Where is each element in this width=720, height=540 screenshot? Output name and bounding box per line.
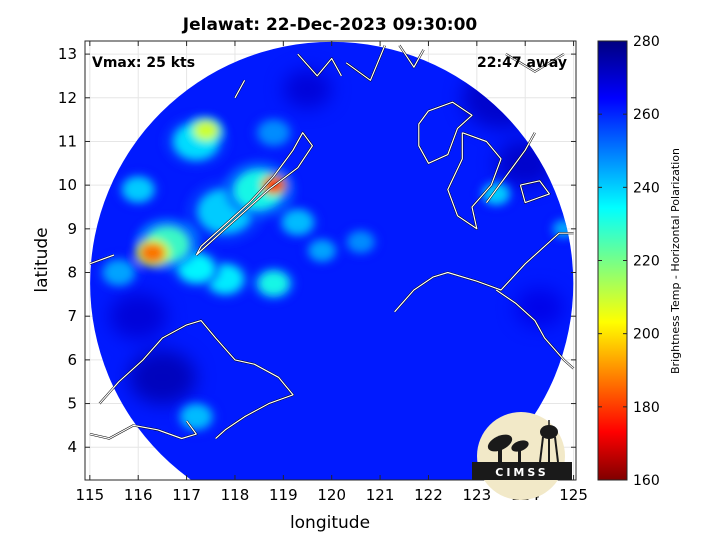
- x-tick-label: 122: [414, 486, 443, 504]
- coastline: [99, 320, 294, 439]
- logo-ground: [472, 462, 572, 480]
- hotspot: [104, 260, 134, 285]
- coastline: [398, 45, 425, 68]
- coastline: [89, 254, 115, 265]
- y-tick-label: 7: [67, 307, 77, 325]
- coastline: [345, 45, 386, 81]
- coastline: [234, 80, 246, 99]
- coastline: [519, 180, 550, 204]
- cimss-logo: CIMSS: [472, 412, 572, 500]
- colorbar-ticks: 160 180 200 220 240 260 280: [598, 34, 660, 489]
- away-annotation: 22:47 away: [477, 55, 567, 71]
- y-axis-label: latitude: [32, 227, 52, 292]
- x-axis-label: longitude: [290, 513, 370, 533]
- cold-region: [128, 350, 197, 405]
- hotspot: [140, 243, 165, 263]
- x-tick-label: 123: [463, 486, 492, 504]
- colorbar-tick-label: 280: [633, 34, 660, 50]
- satellite-dish-icon: [487, 434, 529, 462]
- coastlines: [89, 44, 575, 440]
- hotspot: [283, 210, 313, 234]
- y-tick-label: 13: [58, 45, 77, 63]
- cold-region: [109, 292, 168, 340]
- axis-ticks: 1151161171181191201211221231241254567891…: [58, 41, 588, 504]
- colorbar-tick-label: 240: [633, 180, 660, 196]
- vmax-annotation: Vmax: 25 kts: [92, 55, 195, 71]
- hotspot: [193, 120, 219, 141]
- x-tick-label: 121: [366, 486, 395, 504]
- logo-text: CIMSS: [495, 466, 548, 479]
- plot-frame: [84, 40, 577, 481]
- hotspot: [309, 240, 335, 261]
- hotspot: [123, 177, 153, 202]
- coastline: [195, 132, 313, 256]
- coastline: [447, 132, 502, 230]
- y-tick-label: 5: [67, 395, 77, 413]
- x-tick-label: 125: [559, 486, 588, 504]
- hotspot: [181, 405, 211, 429]
- plot-area: 1151161171181191201211221231241254567891…: [58, 40, 588, 504]
- x-tick-label: 119: [269, 486, 298, 504]
- coastline: [89, 420, 197, 440]
- colorbar: 160 180 200 220 240 260 280 Brightness Temp - …: [597, 34, 682, 489]
- y-tick-label: 10: [58, 176, 77, 194]
- colorbar-tick-label: 180: [633, 400, 660, 416]
- coastline: [486, 132, 536, 203]
- coastline: [297, 53, 342, 77]
- x-tick-label: 117: [172, 486, 201, 504]
- colorbar-tick-label: 200: [633, 327, 660, 343]
- coastline: [394, 232, 574, 313]
- x-tick-label: 118: [221, 486, 250, 504]
- y-tick-label: 8: [67, 264, 77, 282]
- y-tick-label: 12: [58, 89, 77, 107]
- hotspot: [348, 232, 373, 252]
- chart-title: Jelawat: 22-Dec-2023 09:30:00: [182, 15, 478, 35]
- coastline: [495, 289, 575, 370]
- x-tick-label: 116: [124, 486, 153, 504]
- cold-region: [515, 288, 564, 327]
- hotspot: [259, 271, 289, 296]
- brightness-swath: [90, 41, 574, 480]
- y-tick-label: 4: [67, 438, 77, 456]
- colorbar-label: Brightness Temp - Horizontal Polarizatio…: [669, 148, 682, 374]
- x-tick-label: 120: [317, 486, 346, 504]
- coastline: [505, 53, 565, 73]
- colorbar-tick-label: 220: [633, 254, 660, 270]
- colorbar-gradient: [597, 40, 628, 481]
- colorbar-tick-label: 260: [633, 107, 660, 123]
- x-tick-label: 115: [76, 486, 105, 504]
- water-tower-icon: [539, 420, 559, 463]
- colorbar-tick-label: 160: [633, 473, 660, 489]
- y-tick-label: 6: [67, 351, 77, 369]
- coastline: [418, 101, 473, 164]
- y-tick-label: 9: [67, 220, 77, 238]
- y-tick-label: 11: [58, 132, 77, 150]
- hotspot: [259, 121, 289, 145]
- cold-region: [283, 69, 332, 109]
